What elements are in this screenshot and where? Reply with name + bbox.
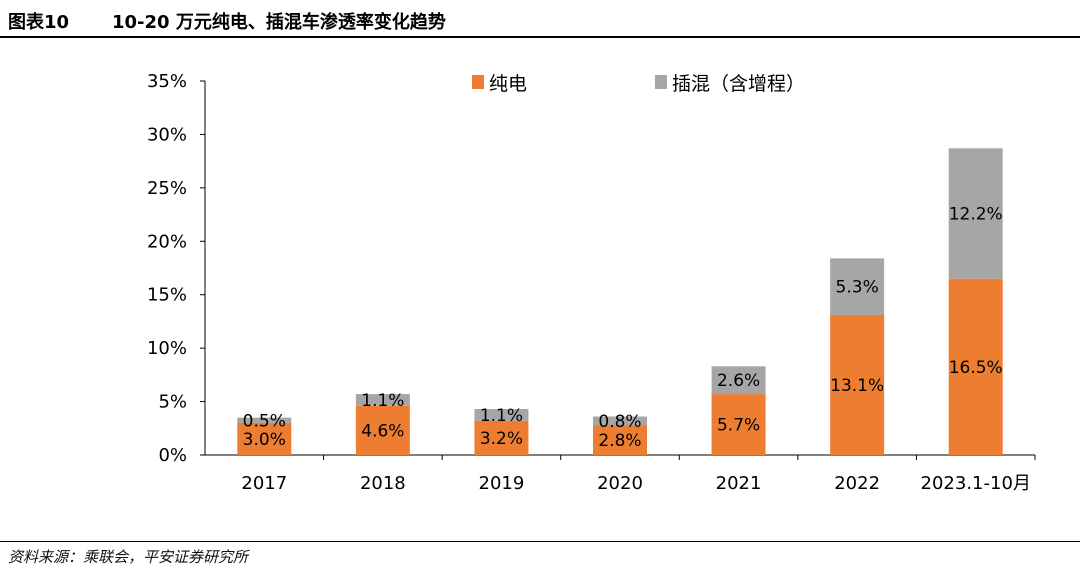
bar-bev <box>237 422 292 455</box>
bar-bev <box>948 278 1003 455</box>
x-tick-label: 2021 <box>716 473 762 494</box>
y-tick-label: 25% <box>147 178 187 199</box>
x-tick-label: 2018 <box>360 473 406 494</box>
bar-bev <box>830 315 885 455</box>
source-note: 资料来源：乘联会，平安证券研究所 <box>8 548 249 566</box>
data-label: 5.3% <box>836 278 879 298</box>
data-label: 0.5% <box>243 411 286 431</box>
data-label: 13.1% <box>830 376 884 396</box>
x-tick-label: 2022 <box>834 473 880 494</box>
figure-title: 10-20 万元纯电、插混车渗透率变化趋势 <box>112 12 446 33</box>
data-label: 2.6% <box>717 371 760 391</box>
bar-phev <box>355 394 410 406</box>
x-tick-label: 2023.1-10月 <box>921 473 1031 494</box>
bar-bev <box>711 394 766 455</box>
data-label: 2.8% <box>598 431 641 451</box>
bar-phev <box>711 366 766 395</box>
figure-header: 图表10 10-20 万元纯电、插混车渗透率变化趋势 <box>0 0 1080 38</box>
bar-phev <box>948 148 1003 279</box>
data-label: 0.8% <box>598 412 641 432</box>
x-tick-label: 2017 <box>241 473 287 494</box>
bar-phev <box>237 417 292 423</box>
bar-bev <box>355 405 410 455</box>
legend-bev-swatch <box>472 75 484 89</box>
stacked-bar-chart: 0% 5% 10% 15% 20% 25% 30% 35% 3.0%0.5% 2017 4.6% 1.… <box>147 71 1036 494</box>
y-tick-label: 30% <box>147 124 187 145</box>
y-tick-label: 20% <box>147 231 187 252</box>
bar-bev <box>474 420 529 455</box>
data-label: 1.1% <box>480 406 523 426</box>
legend-phev-swatch <box>655 75 667 89</box>
y-tick-label: 0% <box>158 445 187 466</box>
figure-number: 图表10 <box>8 12 70 33</box>
data-label: 3.0% <box>243 430 286 450</box>
data-label: 3.2% <box>480 429 523 449</box>
legend-phev-label: 插混（含增程） <box>672 73 805 95</box>
footer-divider <box>0 541 1080 542</box>
bar-phev <box>474 409 529 421</box>
bar-phev <box>830 258 885 316</box>
x-tick-label: 2019 <box>479 473 525 494</box>
y-tick-label: 35% <box>147 71 187 92</box>
data-label: 5.7% <box>717 416 760 436</box>
y-tick-label: 5% <box>158 392 187 413</box>
x-tick-label: 2020 <box>597 473 643 494</box>
data-label: 12.2% <box>949 205 1003 225</box>
bar-bev <box>593 425 647 455</box>
y-tick-label: 15% <box>147 285 187 306</box>
data-label: 4.6% <box>361 421 404 441</box>
bar-phev <box>593 416 647 426</box>
legend-bev-label: 纯电 <box>489 73 527 95</box>
data-label: 16.5% <box>949 358 1003 378</box>
y-tick-label: 10% <box>147 338 187 359</box>
data-label: 1.1% <box>361 391 404 411</box>
